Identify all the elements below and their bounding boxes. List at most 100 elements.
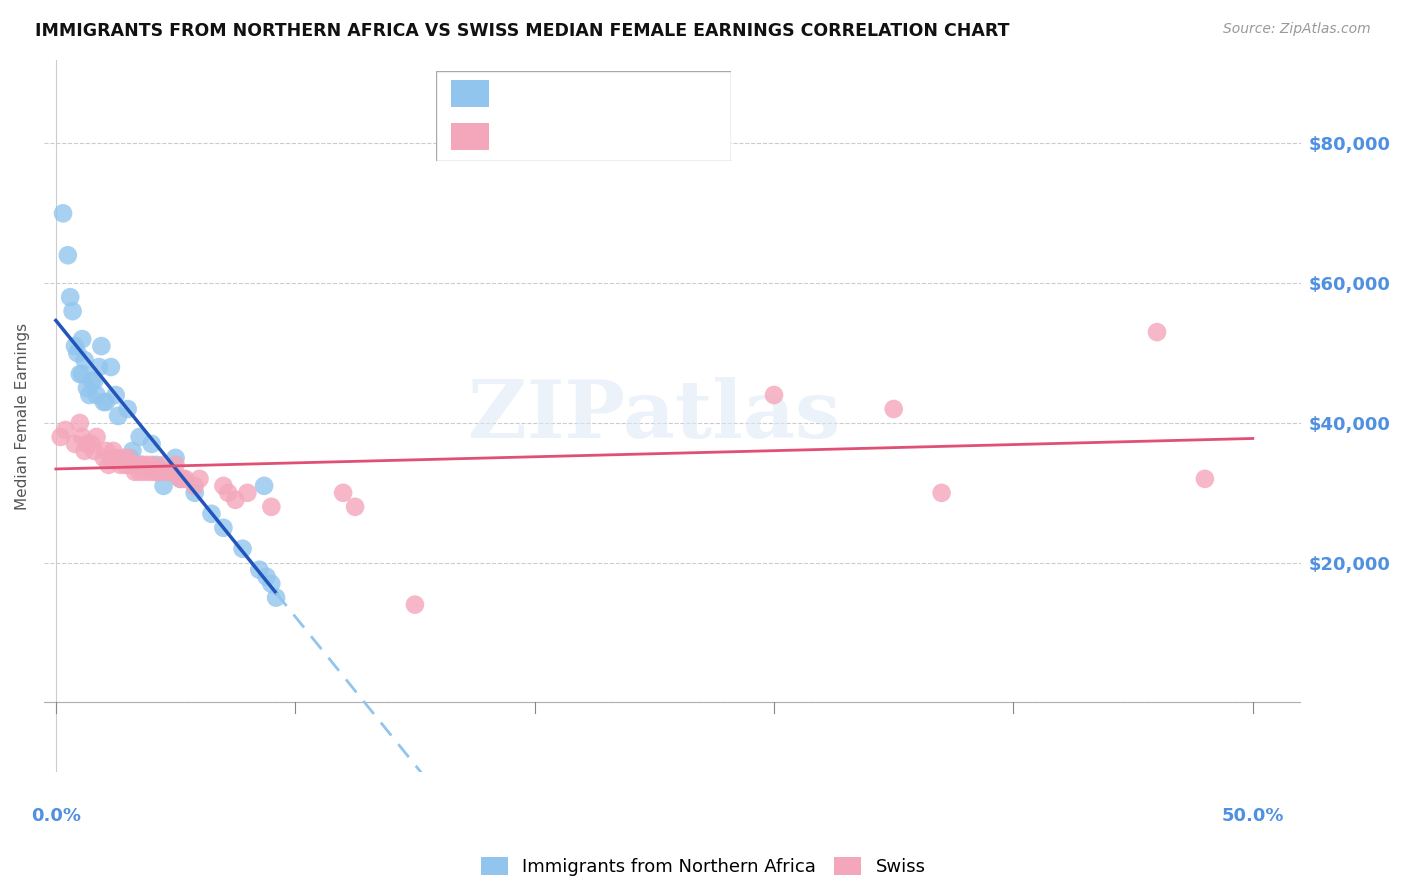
Point	[134, 465, 156, 479]
Point	[152, 479, 174, 493]
Point	[69, 416, 91, 430]
Point	[344, 500, 367, 514]
Point	[120, 458, 142, 472]
Text: R = −0.485: R = −0.485	[501, 87, 591, 102]
Point	[73, 353, 96, 368]
Text: 0.0%: 0.0%	[31, 807, 82, 825]
Point	[169, 472, 191, 486]
Point	[87, 360, 110, 375]
Point	[76, 437, 98, 451]
Point	[131, 458, 153, 472]
Point	[247, 563, 270, 577]
Point	[80, 374, 103, 388]
Point	[148, 465, 170, 479]
Point	[165, 458, 187, 472]
Point	[200, 507, 222, 521]
Point	[121, 444, 143, 458]
Point	[73, 444, 96, 458]
Point	[169, 472, 191, 486]
Point	[141, 437, 163, 451]
Point	[883, 402, 905, 417]
Point	[100, 360, 122, 375]
Point	[121, 458, 143, 472]
Point	[63, 339, 86, 353]
Point	[63, 437, 86, 451]
Point	[141, 458, 163, 472]
Point	[155, 465, 177, 479]
Point	[183, 479, 205, 493]
Point	[59, 290, 82, 304]
FancyBboxPatch shape	[436, 71, 731, 161]
Point	[104, 450, 127, 465]
Point	[212, 521, 235, 535]
Point	[264, 591, 287, 605]
Point	[79, 388, 101, 402]
Point	[104, 388, 127, 402]
FancyBboxPatch shape	[450, 80, 489, 107]
Point	[224, 492, 246, 507]
Point	[80, 437, 103, 451]
Point	[111, 450, 134, 465]
Point	[103, 444, 125, 458]
Point	[152, 458, 174, 472]
Point	[165, 450, 187, 465]
Point	[148, 465, 170, 479]
Point	[70, 367, 93, 381]
Point	[183, 486, 205, 500]
Point	[404, 598, 426, 612]
Point	[97, 458, 120, 472]
Point	[763, 388, 786, 402]
Text: R = −0.125: R = −0.125	[501, 129, 591, 144]
Point	[256, 570, 278, 584]
Text: N = 57: N = 57	[648, 129, 706, 144]
Point	[143, 465, 166, 479]
Point	[66, 346, 89, 360]
Point	[1194, 472, 1216, 486]
Point	[157, 465, 180, 479]
Point	[117, 450, 139, 465]
Point	[49, 430, 72, 444]
Point	[174, 472, 197, 486]
Point	[83, 444, 105, 458]
Point	[236, 486, 259, 500]
Point	[138, 465, 160, 479]
Point	[83, 374, 105, 388]
Point	[107, 409, 129, 423]
Point	[931, 486, 953, 500]
Point	[70, 430, 93, 444]
Point	[117, 402, 139, 417]
Point	[55, 423, 77, 437]
Point	[100, 450, 122, 465]
Legend: Immigrants from Northern Africa, Swiss: Immigrants from Northern Africa, Swiss	[474, 849, 932, 883]
Text: ZIPatlas: ZIPatlas	[468, 377, 841, 455]
Point	[70, 332, 93, 346]
Point	[110, 458, 132, 472]
Text: N = 42: N = 42	[648, 87, 706, 102]
FancyBboxPatch shape	[450, 123, 489, 150]
Text: IMMIGRANTS FROM NORTHERN AFRICA VS SWISS MEDIAN FEMALE EARNINGS CORRELATION CHAR: IMMIGRANTS FROM NORTHERN AFRICA VS SWISS…	[35, 22, 1010, 40]
Text: 50.0%: 50.0%	[1222, 807, 1284, 825]
Point	[127, 458, 149, 472]
Point	[86, 430, 108, 444]
Point	[1146, 325, 1168, 339]
Point	[260, 500, 283, 514]
Point	[232, 541, 254, 556]
Point	[52, 206, 75, 220]
Point	[93, 450, 115, 465]
Point	[145, 458, 167, 472]
Point	[188, 472, 211, 486]
Point	[124, 465, 146, 479]
Point	[90, 339, 112, 353]
Point	[135, 458, 157, 472]
Point	[69, 367, 91, 381]
Point	[332, 486, 354, 500]
Text: Source: ZipAtlas.com: Source: ZipAtlas.com	[1223, 22, 1371, 37]
Point	[94, 395, 117, 409]
Point	[114, 458, 136, 472]
Point	[76, 381, 98, 395]
Point	[62, 304, 84, 318]
Point	[145, 465, 167, 479]
Point	[86, 388, 108, 402]
Point	[56, 248, 79, 262]
Point	[253, 479, 276, 493]
